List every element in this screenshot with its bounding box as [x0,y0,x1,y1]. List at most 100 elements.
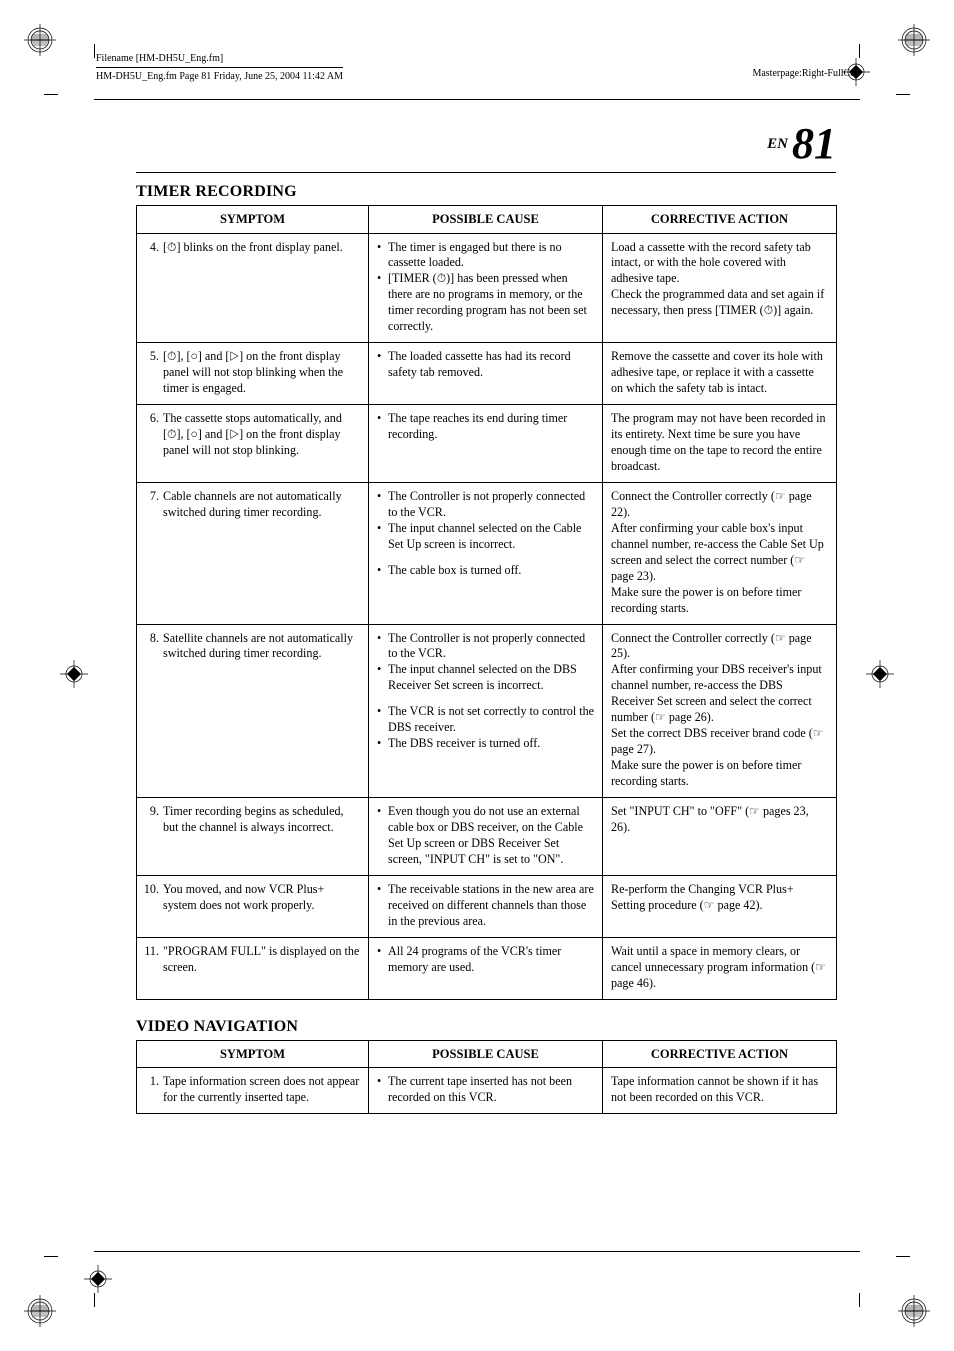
registration-mark-icon [22,22,58,58]
action-cell: Re-perform the Changing VCR Plus+ Settin… [603,875,837,937]
symptom-text: Satellite channels are not automatically… [163,631,360,663]
action-text: The program may not have been recorded i… [611,411,828,475]
cause-item: •The VCR is not set correctly to control… [377,704,594,736]
col-header-action: CORRECTIVE ACTION [603,1040,837,1068]
fold-mark-icon [60,660,88,688]
cause-item: •The receivable stations in the new area… [377,882,594,930]
bullet-icon: • [377,704,388,736]
table-row: 5.[⏱], [○] and [▷] on the front display … [137,343,837,405]
symptom-cell: 6.The cassette stops automatically, and … [137,405,369,483]
crop-tick [896,94,910,95]
symptom-cell: 1.Tape information screen does not appea… [137,1068,369,1114]
symptom-text: [⏱] blinks on the front display panel. [163,240,360,256]
action-cell: Connect the Controller correctly (☞ page… [603,482,837,624]
crop-tick [859,44,860,58]
trim-line [94,99,860,100]
timer-recording-table: SYMPTOM POSSIBLE CAUSE CORRECTIVE ACTION… [136,205,837,1000]
bullet-icon: • [377,944,388,976]
symptom-text: The cassette stops automatically, and [⏱… [163,411,360,459]
cause-text: [TIMER (⏱)] has been pressed when there … [388,271,594,335]
table-row: 4.[⏱] blinks on the front display panel.… [137,233,837,343]
cause-item: •The timer is engaged but there is no ca… [377,240,594,272]
cause-item: •All 24 programs of the VCR's timer memo… [377,944,594,976]
trim-line [94,1251,860,1252]
bullet-icon: • [377,489,388,521]
cause-text: The loaded cassette has had its record s… [388,349,594,381]
symptom-cell: 11."PROGRAM FULL" is displayed on the sc… [137,937,369,999]
symptom-text: Cable channels are not automatically swi… [163,489,360,521]
page-number-value: 81 [792,119,836,168]
symptom-number: 8. [141,631,163,663]
cause-text: The cable box is turned off. [388,563,594,579]
action-text: Tape information cannot be shown if it h… [611,1074,828,1106]
cause-item: •Even though you do not use an external … [377,804,594,868]
crop-tick [94,1293,95,1307]
cause-item: •The loaded cassette has had its record … [377,349,594,381]
table-row: 7.Cable channels are not automatically s… [137,482,837,624]
cause-text: The input channel selected on the Cable … [388,521,594,553]
symptom-text: You moved, and now VCR Plus+ system does… [163,882,360,914]
page-content: EN 81 TIMER RECORDING SYMPTOM POSSIBLE C… [136,122,836,1114]
cause-text: The current tape inserted has not been r… [388,1074,594,1106]
symptom-cell: 8.Satellite channels are not automatical… [137,624,369,798]
symptom-number: 4. [141,240,163,256]
symptom-number: 6. [141,411,163,459]
cause-item: •The input channel selected on the DBS R… [377,662,594,694]
bullet-icon: • [377,240,388,272]
action-text: Remove the cassette and cover its hole w… [611,349,828,397]
table-row: 10.You moved, and now VCR Plus+ system d… [137,875,837,937]
cause-cell: •The Controller is not properly connecte… [369,482,603,624]
symptom-number: 7. [141,489,163,521]
symptom-cell: 7.Cable channels are not automatically s… [137,482,369,624]
cause-item: •The input channel selected on the Cable… [377,521,594,553]
registration-mark-icon [22,1293,58,1329]
col-header-cause: POSSIBLE CAUSE [369,206,603,234]
action-text: After confirming your DBS receiver's inp… [611,662,828,726]
section-title-video: VIDEO NAVIGATION [136,1018,836,1036]
symptom-number: 5. [141,349,163,397]
header-footer-line: HM-DH5U_Eng.fm Page 81 Friday, June 25, … [96,67,343,83]
cause-cell: •The current tape inserted has not been … [369,1068,603,1114]
action-cell: Remove the cassette and cover its hole w… [603,343,837,405]
action-cell: Load a cassette with the record safety t… [603,233,837,343]
symptom-text: Tape information screen does not appear … [163,1074,360,1106]
cause-text: The input channel selected on the DBS Re… [388,662,594,694]
cause-text: The Controller is not properly connected… [388,489,594,521]
cause-item: •The Controller is not properly connecte… [377,489,594,521]
crop-tick [44,94,58,95]
bullet-icon: • [377,521,388,553]
symptom-cell: 5.[⏱], [○] and [▷] on the front display … [137,343,369,405]
bullet-icon: • [377,662,388,694]
col-header-symptom: SYMPTOM [137,206,369,234]
cause-item: •The cable box is turned off. [377,563,594,579]
action-text: Connect the Controller correctly (☞ page… [611,631,828,663]
cause-text: All 24 programs of the VCR's timer memor… [388,944,594,976]
cause-text: The VCR is not set correctly to control … [388,704,594,736]
bullet-icon: • [377,271,388,335]
bullet-icon: • [377,631,388,663]
action-text: Wait until a space in memory clears, or … [611,944,828,992]
symptom-number: 10. [141,882,163,914]
crop-tick [896,1256,910,1257]
bullet-icon: • [377,411,388,443]
bullet-icon: • [377,804,388,868]
cause-text: The tape reaches its end during timer re… [388,411,594,443]
symptom-number: 11. [141,944,163,976]
action-cell: Wait until a space in memory clears, or … [603,937,837,999]
cause-item: •The DBS receiver is turned off. [377,736,594,752]
cause-item: •The current tape inserted has not been … [377,1074,594,1106]
action-text: Set the correct DBS receiver brand code … [611,726,828,758]
table-row: 8.Satellite channels are not automatical… [137,624,837,798]
bullet-icon: • [377,882,388,930]
action-cell: Connect the Controller correctly (☞ page… [603,624,837,798]
bullet-icon: • [377,1074,388,1106]
page-rule [136,172,836,173]
cause-cell: •All 24 programs of the VCR's timer memo… [369,937,603,999]
action-text: Check the programmed data and set again … [611,287,828,319]
action-text: Set "INPUT CH" to "OFF" (☞ pages 23, 26)… [611,804,828,836]
symptom-text: Timer recording begins as scheduled, but… [163,804,360,836]
filename-label: Filename [HM-DH5U_Eng.fm] [96,52,343,65]
section-title-timer: TIMER RECORDING [136,183,836,201]
registration-mark-icon [896,22,932,58]
cause-item: •[TIMER (⏱)] has been pressed when there… [377,271,594,335]
